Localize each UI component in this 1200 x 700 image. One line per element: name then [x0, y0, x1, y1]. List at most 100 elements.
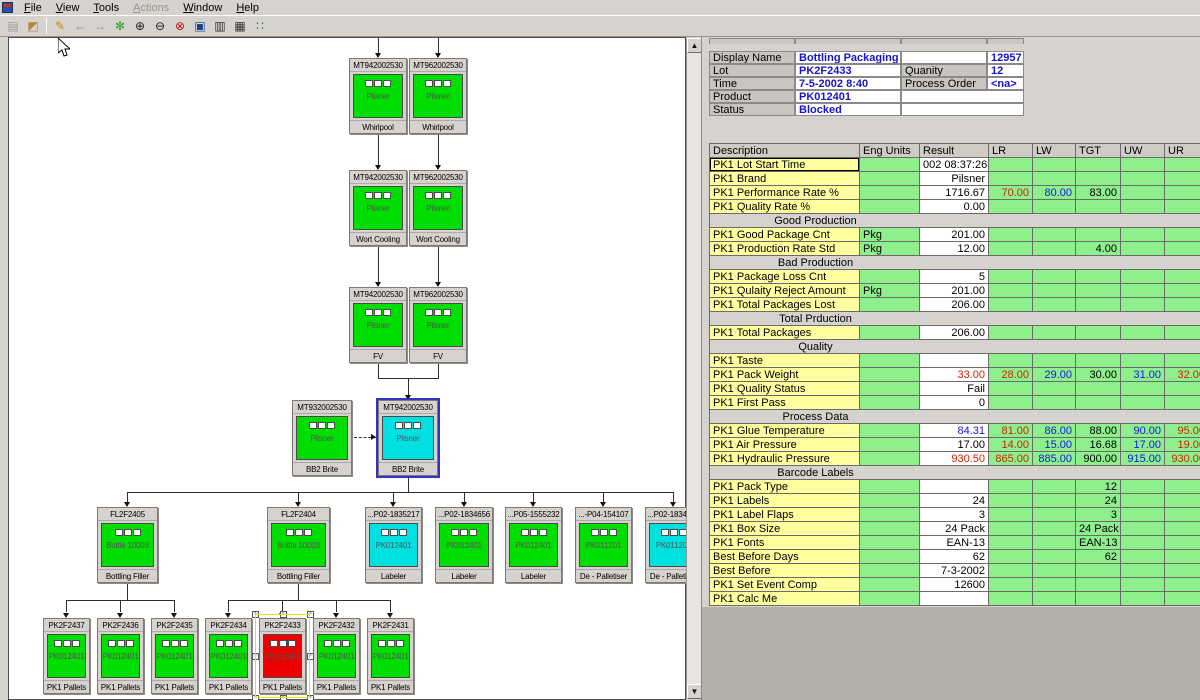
column-header[interactable]: UW — [1120, 143, 1165, 158]
column-header[interactable]: UR — [1164, 143, 1200, 158]
connector-arrow-icon — [387, 613, 393, 618]
menu-tools[interactable]: Tools — [93, 1, 120, 14]
column-header[interactable]: LR — [988, 143, 1033, 158]
status-box-icon — [125, 640, 134, 647]
description-cell[interactable]: Best Before Days — [709, 549, 860, 564]
selection-handle[interactable]: × — [307, 653, 314, 660]
description-cell[interactable]: PK1 Total Packages Lost — [709, 297, 860, 312]
scroll-down-button[interactable]: ▼ — [687, 684, 702, 699]
user-permissions-icon[interactable]: ◩ — [27, 19, 39, 33]
limit-cell — [1164, 381, 1200, 396]
description-cell[interactable]: PK1 Quality Status — [709, 381, 860, 396]
genealogy-node[interactable]: MT942002530 Pilsner Wort Cooling — [349, 170, 407, 246]
description-cell[interactable]: PK1 Taste — [709, 353, 860, 368]
menu-file[interactable]: File — [24, 1, 42, 14]
genealogy-node[interactable]: PK2F2434 PK012401 PK1 Pallets — [205, 618, 252, 694]
column-header[interactable]: Result — [919, 143, 989, 158]
genealogy-node[interactable]: PK2F2432 PK012401 PK1 Pallets — [313, 618, 360, 694]
node-product-label: Bottle 10003 — [106, 541, 149, 550]
limit-cell — [1120, 535, 1165, 550]
zoom-out-icon[interactable]: ⊖ — [154, 19, 166, 33]
description-cell[interactable]: PK1 Qulaity Reject Amount — [709, 283, 860, 298]
genealogy-node[interactable]: MT942002530 Pilsner FV — [349, 287, 407, 363]
genealogy-view-icon[interactable]: ∷ — [256, 19, 264, 33]
node-body: PK012401 — [317, 634, 356, 678]
drilldown-icon[interactable]: ✻ — [114, 19, 126, 33]
genealogy-node[interactable]: MT962002530 Pilsner Wort Cooling — [409, 170, 467, 246]
description-cell[interactable]: PK1 Labels — [709, 493, 860, 508]
description-cell[interactable]: PK1 First Pass — [709, 395, 860, 410]
barcode-icon[interactable]: ▥ — [214, 19, 226, 33]
genealogy-node[interactable]: PK2F2437 PK012401 PK1 Pallets — [43, 618, 90, 694]
limit-cell — [1032, 353, 1076, 368]
node-product-label: Pilsner — [396, 434, 420, 443]
genealogy-node[interactable]: FL2F2404 Bottle 10003 Bottling Filler — [267, 507, 330, 583]
description-cell[interactable]: PK1 Quality Rate % — [709, 199, 860, 214]
column-header[interactable]: Description — [709, 143, 860, 158]
description-cell[interactable]: PK1 Brand — [709, 171, 860, 186]
genealogy-node[interactable]: ...P02-1834656 PK012401 Labeler — [435, 507, 493, 583]
description-cell[interactable]: PK1 Fonts — [709, 535, 860, 550]
description-cell[interactable]: PK1 Label Flaps — [709, 507, 860, 522]
description-cell[interactable]: PK1 Pack Weight — [709, 367, 860, 382]
node-body: Pilsner — [413, 303, 463, 347]
scroll-up-button[interactable]: ▲ — [687, 38, 702, 53]
genealogy-node[interactable]: MT942002530 Pilsner BB2 Brite — [376, 398, 440, 478]
nav-forward-icon[interactable]: → — [94, 19, 106, 33]
genealogy-node[interactable]: ...P05-1555232 PK012401 Labeler — [505, 507, 562, 583]
description-cell[interactable]: PK1 Hydraulic Pressure — [709, 451, 860, 466]
result-cell: 930.50 — [919, 451, 989, 466]
menu-view[interactable]: View — [55, 1, 80, 14]
table-row: PK1 Quality Rate % 0.00 — [709, 199, 1200, 214]
description-cell[interactable]: PK1 Good Package Cnt — [709, 227, 860, 242]
limit-cell — [988, 325, 1033, 340]
description-cell[interactable]: PK1 Package Loss Cnt — [709, 269, 860, 284]
nav-back-icon[interactable]: ← — [74, 19, 86, 33]
column-header[interactable]: LW — [1032, 143, 1076, 158]
zoom-in-icon[interactable]: ⊕ — [134, 19, 146, 33]
zoom-fit-icon[interactable]: ▣ — [194, 19, 206, 33]
description-cell[interactable]: PK1 Production Rate Std — [709, 241, 860, 256]
status-box-icon — [318, 422, 326, 429]
connector-arrow-icon — [225, 613, 231, 618]
description-cell[interactable]: PK1 Box Size — [709, 521, 860, 536]
column-header[interactable]: TGT — [1075, 143, 1121, 158]
status-box-icon — [179, 640, 188, 647]
limit-cell — [988, 157, 1033, 172]
genealogy-node[interactable]: PK2F2435 PK012401 PK1 Pallets — [151, 618, 198, 694]
menu-help[interactable]: Help — [236, 1, 259, 14]
description-cell[interactable]: PK1 Lot Start Time — [709, 157, 860, 172]
genealogy-node[interactable]: FL2F2405 Bottle 10003 Bottling Filler — [97, 507, 158, 583]
status-box-icon — [62, 640, 71, 647]
genealogy-node[interactable]: PK2F2431 PK012401 PK1 Pallets — [367, 618, 414, 694]
description-cell[interactable]: PK1 Total Packages — [709, 325, 860, 340]
node-product-label: PK012401 — [318, 652, 355, 661]
genealogy-node[interactable]: MT962002530 Pilsner FV — [409, 287, 467, 363]
genealogy-node[interactable]: PK2F2436 PK012401 PK1 Pallets — [97, 618, 144, 694]
status-box-icon — [377, 640, 386, 647]
grid-view-icon[interactable]: ▦ — [234, 19, 246, 33]
genealogy-node[interactable]: MT962002530 Pilsner Whirlpool — [409, 58, 467, 134]
genealogy-node[interactable]: ...-P04-154107 PK011201 De - Palletiser — [575, 507, 632, 583]
print-icon[interactable]: ▤ — [7, 19, 19, 33]
description-cell[interactable]: Best Before — [709, 563, 860, 578]
description-cell[interactable]: PK1 Pack Type — [709, 479, 860, 494]
status-box-icon — [285, 529, 294, 536]
menu-window[interactable]: Window — [183, 1, 223, 14]
genealogy-node[interactable]: PK2F2433 PK012401 PK1 Pallets — [259, 618, 306, 694]
genealogy-node[interactable]: MT932002530 Pilsner BB2 Brite — [292, 400, 352, 476]
section-label-cell: Good Production — [709, 213, 1200, 228]
description-cell[interactable]: PK1 Glue Temperature — [709, 423, 860, 438]
diagram-vertical-scrollbar[interactable]: ▲ ▼ — [686, 38, 702, 699]
zoom-cancel-icon[interactable]: ⊗ — [174, 19, 186, 33]
edit-pencil-icon[interactable]: ✎ — [54, 19, 66, 33]
description-cell[interactable]: PK1 Calc Me — [709, 591, 860, 606]
description-cell[interactable]: PK1 Air Pressure — [709, 437, 860, 452]
genealogy-node[interactable]: ...P02-1835217 PK012401 Labeler — [365, 507, 422, 583]
connector-arrow-icon — [390, 502, 396, 507]
genealogy-node[interactable]: MT942002530 Pilsner Whirlpool — [349, 58, 407, 134]
column-header[interactable]: Eng Units — [859, 143, 920, 158]
result-cell: 24 — [919, 493, 989, 508]
description-cell[interactable]: PK1 Set Event Comp — [709, 577, 860, 592]
description-cell[interactable]: PK1 Performance Rate % — [709, 185, 860, 200]
